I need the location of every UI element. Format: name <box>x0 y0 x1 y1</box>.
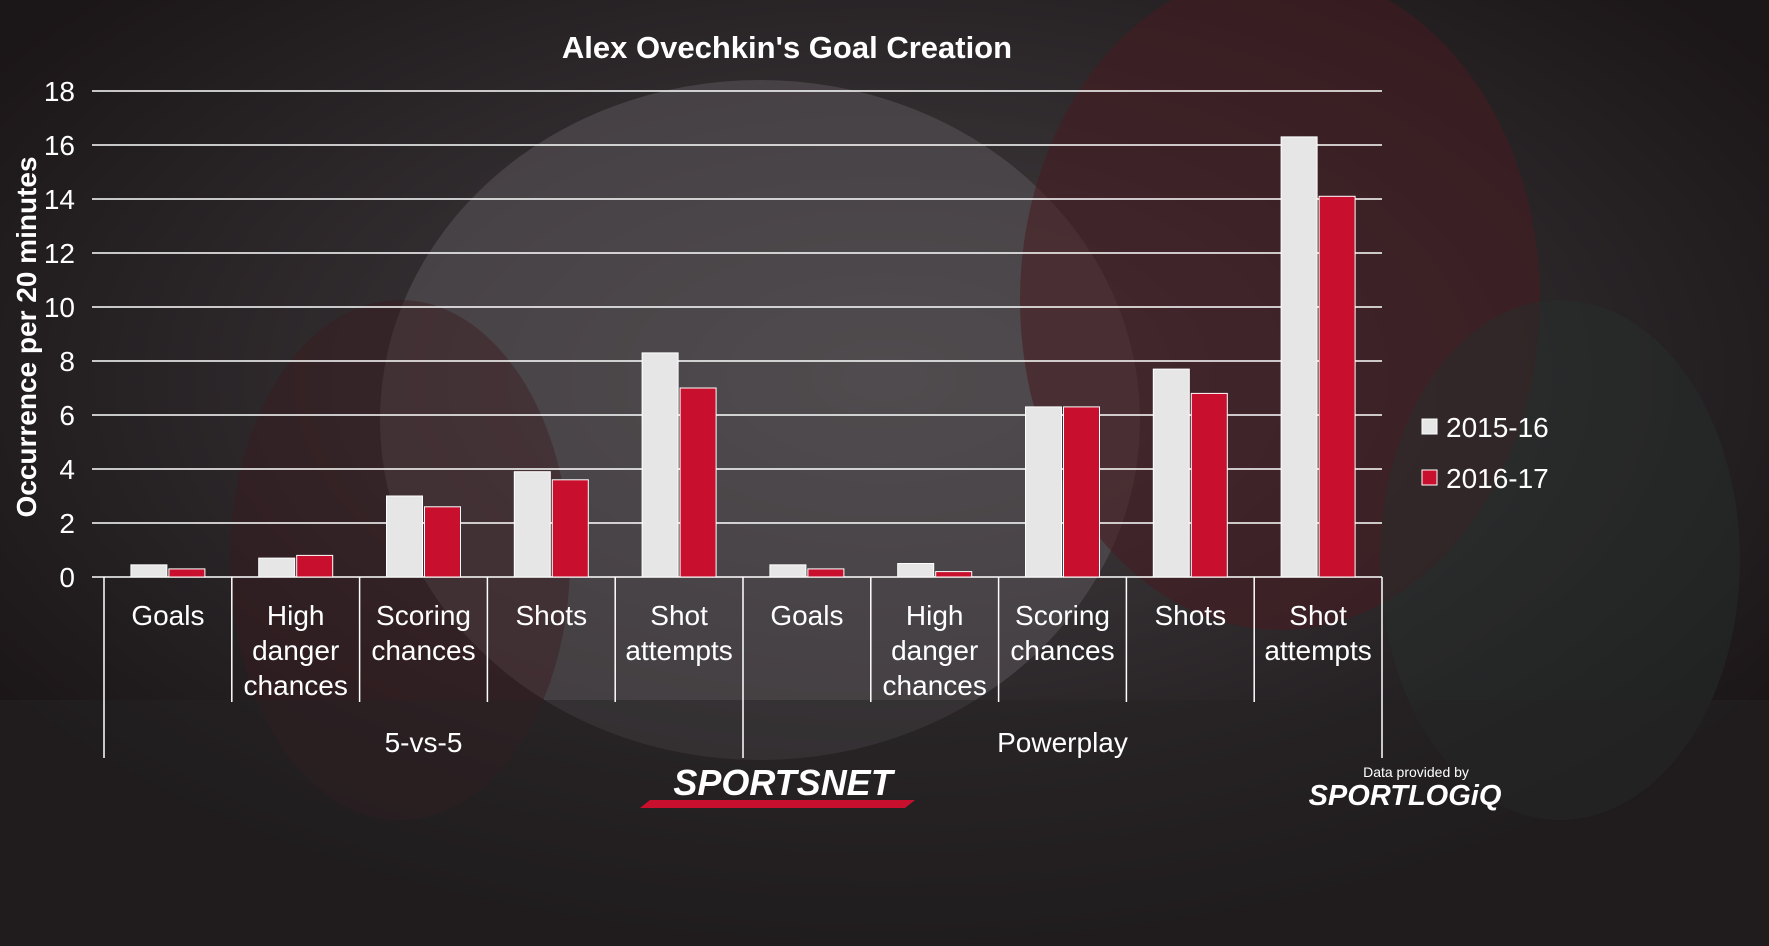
y-tick-label: 16 <box>44 130 75 161</box>
bar-2015-16-3 <box>513 471 551 578</box>
bar-2015-16-5 <box>769 564 807 578</box>
bar-2016-17-7 <box>1063 406 1100 578</box>
y-tick-label: 4 <box>59 454 75 485</box>
sportsnet-logo: SPORTSNET <box>640 762 915 808</box>
y-axis-ticks: 0 2 4 6 8 10 12 14 16 18 <box>44 76 75 593</box>
bar-2016-17-8 <box>1190 392 1228 578</box>
bar-2015-16-4 <box>641 352 679 578</box>
legend: 2015-16 2016-17 <box>1421 412 1549 494</box>
y-tick-label: 12 <box>44 238 75 269</box>
x-category-label: Goals <box>131 600 204 631</box>
y-tick-label: 6 <box>59 400 75 431</box>
bar-2016-17-0 <box>168 568 206 578</box>
bars <box>130 136 1356 578</box>
bar-2015-16-2 <box>386 495 423 578</box>
bar-2016-17-2 <box>424 506 461 578</box>
legend-swatch-2016-17 <box>1421 469 1438 486</box>
x-axis: Goals High danger chances Scoring chances Shot… <box>103 577 1383 758</box>
x-category-label: Scoring chances <box>371 600 475 666</box>
bar-2016-17-4 <box>679 387 717 578</box>
y-tick-label: 18 <box>44 76 75 107</box>
x-category-label: Scoring chances <box>1010 600 1114 666</box>
legend-label-2015-16: 2015-16 <box>1446 412 1549 443</box>
y-axis-label: Occurrence per 20 minutes <box>11 156 42 517</box>
y-tick-label: 0 <box>59 562 75 593</box>
y-tick-label: 10 <box>44 292 75 323</box>
credit-label: Data provided by <box>1363 764 1469 780</box>
legend-label-2016-17: 2016-17 <box>1446 463 1549 494</box>
bar-2016-17-5 <box>807 568 845 578</box>
bar-2015-16-7 <box>1025 406 1062 578</box>
x-category-label: Shot attempts <box>625 600 732 666</box>
bar-2016-17-6 <box>935 571 973 578</box>
x-category-label: Shots <box>1154 600 1226 631</box>
bar-2016-17-9 <box>1318 195 1356 578</box>
sportlogiq-logo: SPORTLOGiQ <box>1309 780 1502 812</box>
bar-2015-16-9 <box>1280 136 1318 578</box>
x-group-label: 5-vs-5 <box>385 727 463 758</box>
y-tick-label: 14 <box>44 184 75 215</box>
y-tick-label: 2 <box>59 508 75 539</box>
x-group-label: Powerplay <box>997 727 1128 758</box>
x-category-label: Shot attempts <box>1264 600 1371 666</box>
bar-2015-16-0 <box>130 564 168 578</box>
x-category-label: Goals <box>770 600 843 631</box>
y-tick-label: 8 <box>59 346 75 377</box>
sportlogiq-credit: Data provided by SPORTLOGiQ <box>1309 764 1502 812</box>
legend-swatch-2015-16 <box>1421 418 1438 435</box>
bar-2015-16-8 <box>1152 368 1190 578</box>
bar-2015-16-1 <box>258 557 296 578</box>
bar-2016-17-3 <box>551 479 589 578</box>
bar-2016-17-1 <box>296 554 334 578</box>
bar-2015-16-6 <box>897 563 935 578</box>
x-category-label: Shots <box>515 600 587 631</box>
sportsnet-logo-swoosh <box>640 800 915 808</box>
sportsnet-logo-text: SPORTSNET <box>673 762 895 803</box>
chart-title: Alex Ovechkin's Goal Creation <box>562 30 1012 65</box>
x-category-label: High danger chances <box>883 600 987 701</box>
x-category-label: High danger chances <box>244 600 348 701</box>
